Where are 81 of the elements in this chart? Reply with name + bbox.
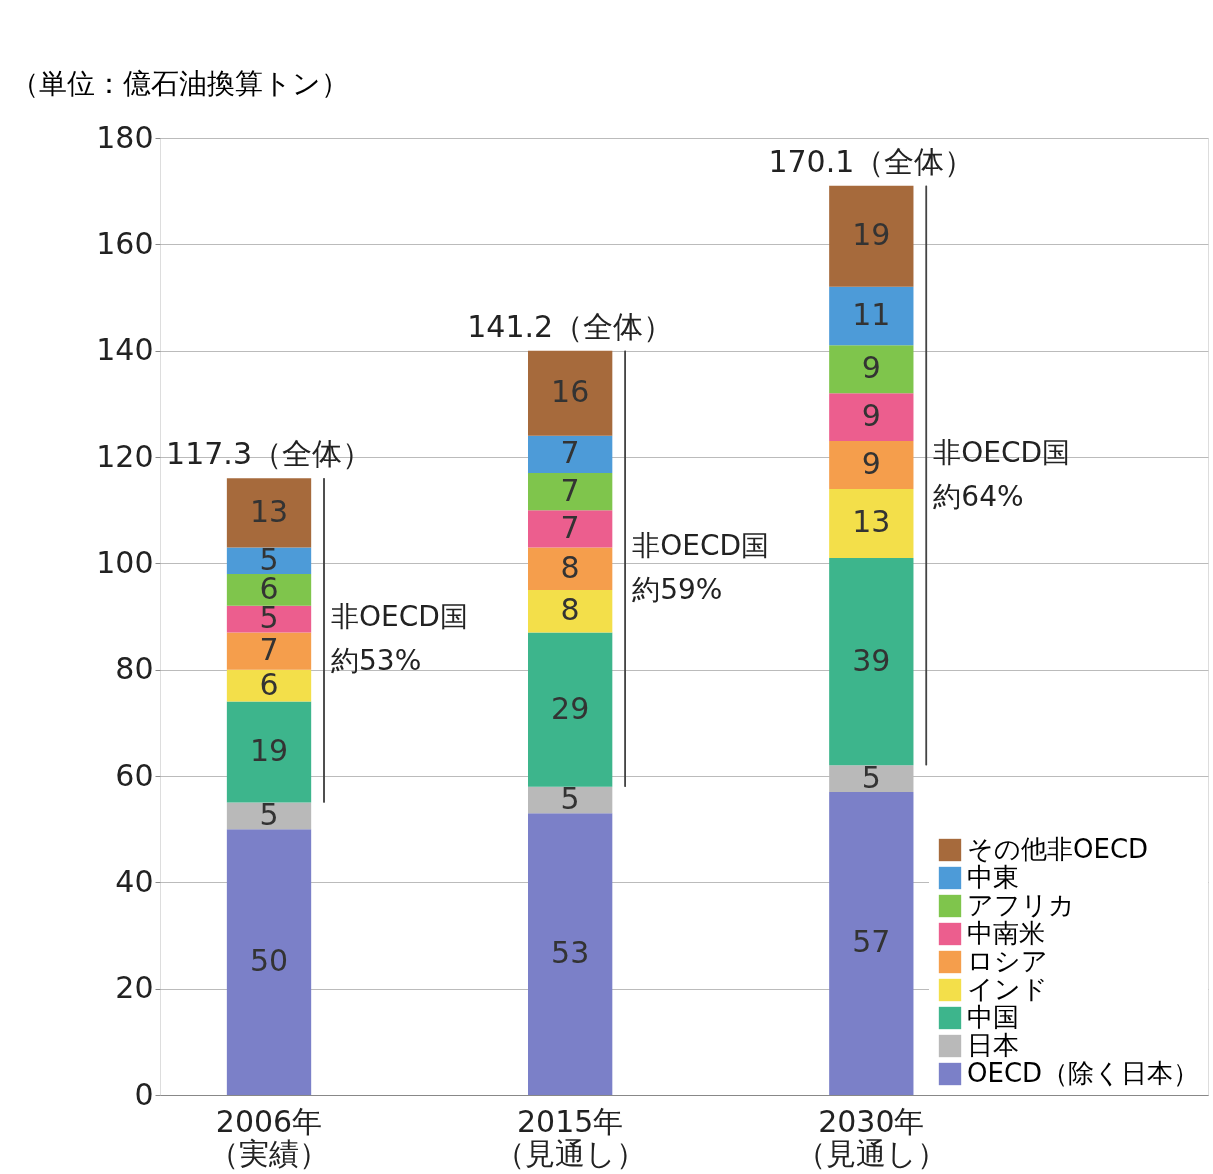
x-tick-label: 2030年（見通し） <box>795 1103 947 1171</box>
legend-label: 中東 <box>967 862 1019 892</box>
y-tick-label: 0 <box>134 1076 154 1112</box>
legend-label: ロシア <box>967 946 1048 976</box>
bar <box>226 802 312 830</box>
data-label: 7 <box>560 472 580 508</box>
legend-label: アフリカ <box>967 890 1075 920</box>
data-label: 7 <box>560 435 580 471</box>
y-tick-label: 40 <box>115 863 154 899</box>
bar <box>226 701 312 803</box>
y-tick-label: 20 <box>115 970 154 1006</box>
bar <box>226 573 312 606</box>
legend-label: OECD（除く日本） <box>967 1058 1200 1088</box>
annotation: 約64% <box>933 479 1024 513</box>
annotation: 非OECD国 <box>331 600 468 634</box>
y-tick-label: 100 <box>96 544 154 580</box>
data-label: 29 <box>551 690 590 726</box>
data-label: 9 <box>861 350 881 386</box>
data-label: 57 <box>852 924 891 960</box>
legend-label: インド <box>967 974 1048 1004</box>
bar <box>829 488 914 559</box>
data-label: 53 <box>551 935 590 971</box>
y-tick-label: 180 <box>96 119 154 155</box>
x-tick-label: 2015年（見通し） <box>494 1103 646 1171</box>
bar <box>226 605 312 633</box>
data-label: 50 <box>249 943 289 979</box>
y-tick-label: 160 <box>96 225 154 261</box>
data-label: 19 <box>249 733 289 769</box>
bar <box>528 510 613 548</box>
data-label: 5 <box>861 759 881 795</box>
legend-label: その他非OECD <box>967 834 1149 864</box>
data-label: 7 <box>560 509 580 545</box>
bar <box>528 813 613 1095</box>
bar <box>528 589 613 633</box>
annotation: 非OECD国 <box>933 435 1071 469</box>
bar <box>528 435 613 473</box>
y-axis-title: （単位：億石油換算トン） <box>10 66 349 100</box>
bar <box>829 345 914 394</box>
bar <box>829 185 914 287</box>
data-label: 16 <box>551 374 590 410</box>
bar <box>829 441 914 489</box>
bar <box>226 669 312 702</box>
bar <box>226 478 312 548</box>
annotation: 非OECD国 <box>632 528 770 562</box>
data-label: 39 <box>852 642 891 678</box>
legend-label: 中国 <box>967 1002 1019 1032</box>
annotation: 117.3（全体） <box>166 436 372 472</box>
bar <box>829 558 914 766</box>
data-label: 5 <box>259 796 279 832</box>
bar <box>226 829 312 1095</box>
data-label: 9 <box>861 445 881 481</box>
y-tick-label: 120 <box>96 438 154 474</box>
data-label: 19 <box>852 217 891 253</box>
annotation: 約53% <box>331 644 422 678</box>
bar <box>528 350 613 436</box>
data-label: 9 <box>861 398 881 434</box>
x-tick-label: 2006年（実績） <box>209 1103 330 1171</box>
data-label: 8 <box>560 549 580 585</box>
annotation: 141.2（全体） <box>467 308 674 344</box>
data-label: 8 <box>560 592 580 628</box>
bar <box>528 547 613 590</box>
annotation: 170.1（全体） <box>768 143 975 179</box>
bar <box>528 472 613 511</box>
bar <box>528 632 613 787</box>
bar <box>829 791 914 1095</box>
annotation: 約59% <box>632 572 723 606</box>
data-label: 13 <box>852 504 891 540</box>
data-label: 13 <box>249 493 289 529</box>
bar <box>226 547 312 574</box>
bar <box>829 286 914 346</box>
bar <box>829 393 914 442</box>
data-label: 11 <box>852 297 891 333</box>
legend-label: 日本 <box>967 1030 1019 1060</box>
legend-label: 中南米 <box>967 918 1045 948</box>
data-label: 6 <box>259 666 279 702</box>
y-tick-label: 80 <box>115 651 154 687</box>
bar <box>528 786 613 814</box>
y-tick-label: 60 <box>115 757 154 793</box>
bar <box>226 632 312 670</box>
data-label: 5 <box>560 780 580 816</box>
y-tick-label: 140 <box>96 332 154 368</box>
